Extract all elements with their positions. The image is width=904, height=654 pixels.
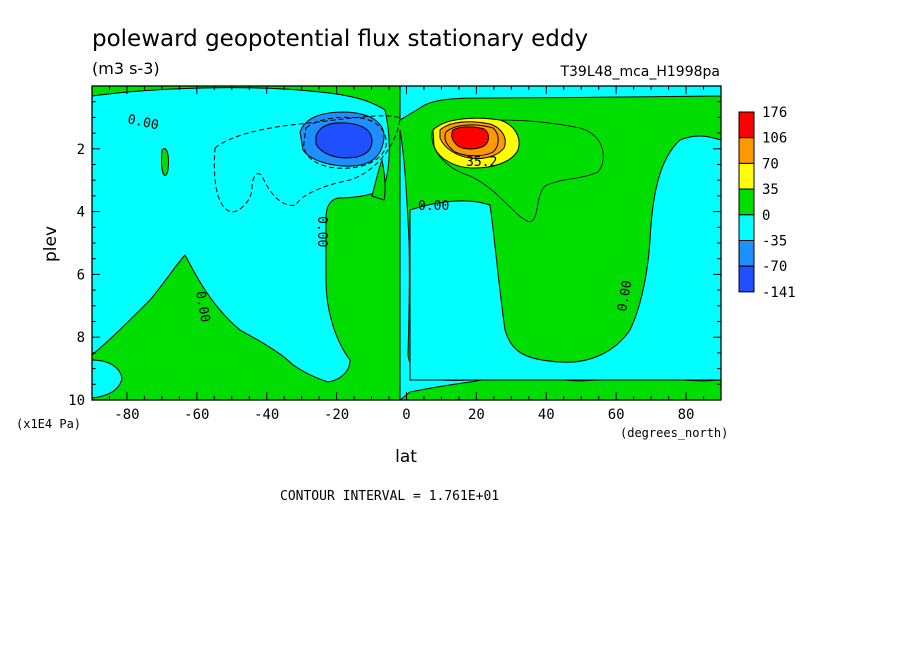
contour-label: 0.00 [192,290,212,323]
colorbar-label: 176 [762,105,787,121]
contour-positive-outer [431,119,604,223]
x-tick-label: 60 [608,407,625,423]
colorbar-label: 0 [762,208,770,224]
colorbar-swatch [738,162,755,190]
x-tick-label: -80 [114,407,139,423]
x-tick-label: 40 [538,407,555,423]
colorbar-label: 35 [762,182,779,198]
colorbar-swatch [738,137,755,164]
x-axis-label: lat [395,447,417,467]
contour-label: 0.00 [126,112,160,133]
colorbar-swatch [738,214,755,242]
colorbar-swatch [738,111,755,139]
contour-labels: 0.00 0.00 0.00 0.00 0.00 35.2 [126,112,635,323]
contour-positive-inner [444,124,499,157]
contour-label: 0.00 [314,216,329,247]
x-tick-label: -20 [324,407,349,423]
x-axis: -80 -60 -40 -20 0 20 40 60 80 [91,86,722,423]
y-tick-label: 10 [68,393,85,409]
x-tick-label: 80 [678,407,695,423]
colorbar-label: -70 [762,259,787,275]
colorbar-swatch [738,240,755,267]
x-axis-units: (degrees_north) [620,426,728,440]
region-positive-notch [371,158,386,201]
region-negative-north [409,135,721,381]
plot-area [92,86,721,400]
region-positive-finger [161,148,169,176]
region-positive-core [451,126,489,150]
colorbar-label: -141 [762,285,796,301]
colorbar-label: 70 [762,156,779,172]
y-tick-label: 4 [77,205,85,221]
colorbar: 176 106 70 35 0 -35 -70 -141 [738,105,796,301]
y-tick-label: 2 [77,142,85,158]
contour-negative-2 [303,116,387,169]
contour-interval: CONTOUR INTERVAL = 1.761E+01 [280,489,499,504]
contour-label: 0.00 [418,199,449,214]
region-negative-core [315,122,373,159]
region-negative-top [399,86,721,121]
y-axis-units: (x1E4 Pa) [16,417,81,431]
x-tick-label: -40 [254,407,279,423]
colorbar-label: 106 [762,131,787,147]
x-tick-label: -60 [184,407,209,423]
contour-label: 0.00 [615,279,635,312]
x-tick-label: 20 [468,407,485,423]
y-axis-label: plev [41,226,61,262]
region-negative-sw [92,359,123,399]
y-tick-label: 6 [77,267,85,283]
y-axis: 2 4 6 8 10 [68,85,721,409]
contour-label: 35.2 [466,155,497,170]
y-tick-label: 8 [77,330,85,346]
run-id: T39L48_mca_H1998pa [559,64,720,80]
colorbar-swatch [738,265,755,293]
x-tick-label: 0 [402,407,410,423]
chart-units: (m3 s-3) [92,59,160,78]
chart-title: poleward geopotential flux stationary ed… [92,26,588,52]
colorbar-swatch [738,188,755,216]
contour-negative-1 [213,115,401,213]
colorbar-label: -35 [762,234,787,250]
